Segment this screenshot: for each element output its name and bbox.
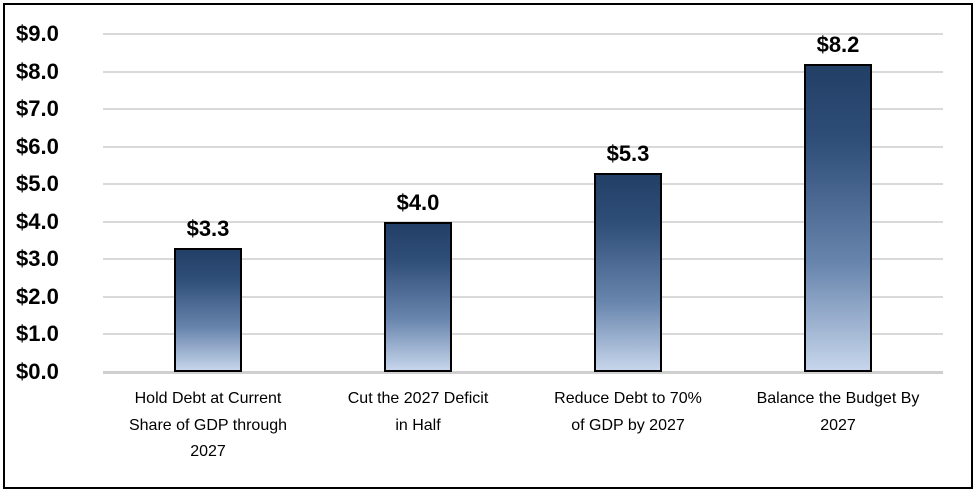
y-axis-tick-label: $1.0 — [16, 321, 59, 347]
gridline — [103, 295, 943, 298]
gridline — [103, 108, 943, 111]
bar-value-label: $5.3 — [606, 140, 650, 166]
gridline — [103, 258, 943, 261]
gridline — [103, 183, 943, 186]
y-axis-tick-label: $7.0 — [16, 96, 59, 122]
y-axis-tick-label: $3.0 — [16, 246, 59, 272]
y-axis-tick-label: $9.0 — [16, 21, 59, 46]
bar-value-label: $3.3 — [186, 216, 230, 242]
category-label-line: Balance the Budget By — [756, 390, 920, 407]
category-label-line: in Half — [395, 416, 441, 434]
gridline — [103, 145, 943, 148]
y-axis-tick-label: $5.0 — [16, 171, 59, 197]
bar — [804, 64, 872, 372]
gridline — [103, 70, 943, 73]
category-label-line: 2027 — [820, 416, 856, 434]
y-axis-tick-label: $6.0 — [16, 133, 59, 159]
bar-value-label: $4.0 — [396, 189, 440, 215]
category-label-line: Reduce Debt to 70% — [554, 390, 702, 407]
category-label-line: Hold Debt at Current — [134, 390, 282, 407]
y-axis-tick-label: $8.0 — [16, 58, 59, 84]
gridline — [103, 220, 943, 223]
x-axis-category-label: Cut the 2027 Deficit in Half — [312, 386, 524, 439]
category-label-line: of GDP by 2027 — [571, 416, 685, 434]
bar — [594, 172, 662, 372]
category-label-line: Share of GDP through — [128, 416, 288, 434]
y-axis-tick-label: $2.0 — [16, 283, 59, 309]
category-label-line: 2027 — [190, 443, 226, 460]
y-axis-tick-label: $4.0 — [16, 208, 59, 234]
gridline — [103, 33, 943, 35]
gridline — [103, 371, 943, 374]
x-axis-category-label: Reduce Debt to 70% of GDP by 2027 — [522, 386, 734, 439]
gridline — [103, 333, 943, 336]
bar-value-label: $8.2 — [816, 32, 860, 58]
x-axis-category-label: Hold Debt at Current Share of GDP through… — [102, 386, 314, 466]
bar — [174, 248, 242, 372]
y-axis-tick-label: $0.0 — [16, 359, 59, 384]
bar — [384, 221, 452, 372]
x-axis-category-label: Balance the Budget By 2027 — [732, 386, 944, 439]
category-label-line: Cut the 2027 Deficit — [347, 390, 489, 407]
